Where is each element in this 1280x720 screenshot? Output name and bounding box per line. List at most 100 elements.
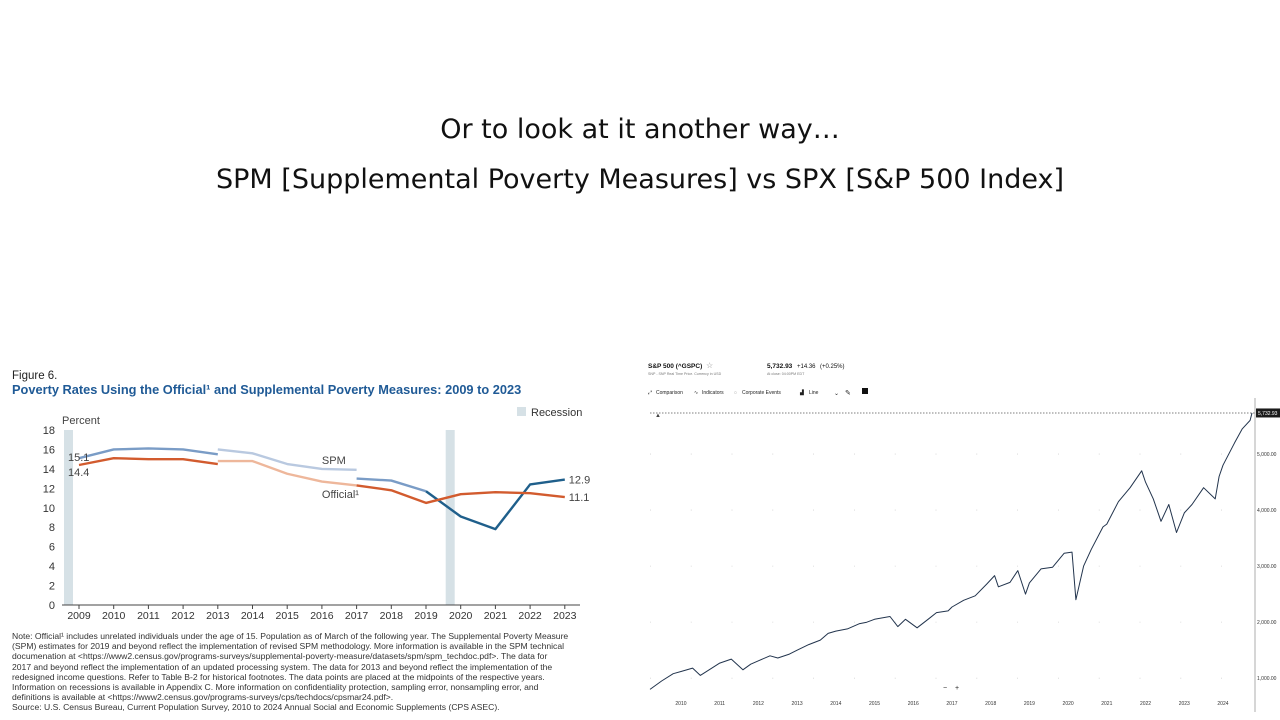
spx-change-pct: (+0.25%) (820, 364, 845, 370)
toolbar-indicators[interactable]: Indicators (702, 390, 724, 396)
chart-title: Poverty Rates Using the Official¹ and Su… (12, 382, 521, 397)
y-tick-label: 2 (49, 581, 55, 593)
x-tick-label: 2017 (345, 610, 369, 622)
y-tick-label: 2,000.00 (1257, 620, 1277, 626)
x-tick-label: 2009 (67, 610, 91, 622)
spm-series-line (425, 478, 565, 531)
spx-plot-area: 1,000.00 2,000.00 3,000.00 4,000.00 5,000.00… (649, 398, 1280, 712)
x-tick-label: 2012 (171, 610, 195, 622)
spx-subtitle: SNP - SNP Real Time Price. Currency in U… (648, 372, 722, 376)
figure-notes: Note: Official¹ includes unrelated indiv… (12, 631, 632, 713)
spx-header: S&P 500 (^GSPC) ☆ SNP - SNP Real Time Pr… (648, 361, 845, 376)
note-line: Note: Official¹ includes unrelated indiv… (12, 631, 569, 641)
x-tick-label: 2015 (276, 610, 300, 622)
spx-price-line (649, 412, 1253, 690)
spx-change: +14.36 (797, 364, 816, 370)
spm-series-line (217, 448, 357, 472)
collapse-arrow-icon[interactable]: ▲ (655, 413, 661, 419)
spm-series-line (356, 477, 427, 493)
x-tick-label: 2010 (675, 701, 686, 707)
x-tick-label: 2015 (869, 701, 880, 707)
y-tick-label: 4 (49, 561, 55, 573)
x-tick-label: 2012 (753, 701, 764, 707)
x-tick-label: 2019 (414, 610, 438, 622)
y-tick-label: 4,000.00 (1257, 508, 1277, 514)
spm-series-line (78, 447, 218, 460)
y-tick-label: 0 (49, 600, 55, 612)
zoom-in-icon[interactable]: + (955, 685, 959, 692)
x-tick-label: 2023 (553, 610, 577, 622)
x-tick-label: 2014 (241, 610, 265, 622)
x-tick-label: 2020 (1063, 701, 1074, 707)
zoom-out-icon[interactable]: − (943, 685, 947, 692)
legend-recession-swatch (517, 407, 526, 416)
recession-band (64, 430, 73, 605)
chevron-down-icon[interactable]: ⌄ (834, 391, 839, 397)
spx-title: S&P 500 (^GSPC) (648, 362, 702, 370)
x-tick-label: 2021 (1101, 701, 1112, 707)
legend-recession-label: Recession (531, 407, 582, 419)
x-tick-label: 2023 (1179, 701, 1190, 707)
slide-title-line-2: SPM [Supplemental Poverty Measures] vs S… (215, 164, 1065, 195)
slide-title-line-1: Or to look at it another way… (440, 114, 840, 145)
official-series-line (217, 459, 357, 487)
corporate-events-icon: ◌ (734, 390, 737, 396)
note-line: 2017 and beyond reflect the implementati… (12, 661, 553, 672)
toolbar-comparison[interactable]: Comparison (656, 390, 683, 396)
figure-label: Figure 6. (12, 370, 57, 382)
y-tick-label: 12 (43, 483, 55, 495)
x-tick-label: 2016 (908, 701, 919, 707)
note-line: Information on recessions is available i… (12, 682, 539, 693)
recession-band (445, 430, 455, 605)
poverty-plot-area: 0 2 4 6 8 10 12 14 16 18 2009 2010 2011 2012 2013 2014 2… (43, 425, 590, 622)
y-tick-label: 14 (43, 464, 55, 476)
current-price-label: 5,732.93 (1258, 411, 1278, 417)
x-tick-label: 2013 (206, 610, 230, 622)
spx-price: 5,732.93 (767, 363, 793, 370)
x-tick-label: 2020 (449, 610, 473, 622)
x-tick-label: 2021 (484, 610, 508, 622)
data-label: 15.1 (68, 452, 89, 464)
poverty-chart: Figure 6. Poverty Rates Using the Offici… (12, 370, 590, 622)
note-line: redesigned income questions. Refer to Ta… (12, 671, 545, 682)
data-label: 12.9 (569, 475, 590, 487)
x-tick-label: 2019 (1024, 701, 1035, 707)
toolbar-corporate-events[interactable]: Corporate Events (742, 390, 781, 396)
spx-toolbar: ⤢ Comparison ∿ Indicators ◌ Corporate Ev… (648, 388, 868, 397)
comparison-icon: ⤢ (648, 390, 652, 396)
indicators-icon: ∿ (694, 390, 698, 396)
current-price-box (1256, 408, 1280, 418)
x-tick-label: 2018 (380, 610, 404, 622)
y-tick-label: 8 (49, 522, 55, 534)
data-label: SPM (322, 455, 346, 467)
y-axis-label: Percent (62, 415, 100, 427)
official-series-line (356, 484, 565, 505)
x-tick-label: 2017 (946, 701, 957, 707)
x-tick-label: 2016 (310, 610, 334, 622)
spx-time: At close: 04:00PM EDT (767, 372, 805, 376)
note-line: documenation at <https://www2.census.gov… (12, 651, 548, 662)
y-tick-label: 3,000.00 (1257, 564, 1277, 570)
line-chart-icon: ▟ (799, 389, 804, 396)
note-line: definitions is available at <https://www… (12, 692, 394, 703)
x-tick-label: 2018 (985, 701, 996, 707)
data-label: 14.4 (68, 467, 89, 479)
y-tick-label: 6 (49, 542, 55, 554)
note-line: (SPM) estimates for 2019 and beyond refl… (12, 641, 565, 652)
fullscreen-icon[interactable] (862, 388, 868, 394)
x-tick-label: 2024 (1217, 701, 1228, 707)
y-tick-label: 18 (43, 425, 55, 437)
y-tick-label: 10 (43, 503, 55, 515)
x-tick-label: 2011 (137, 610, 160, 622)
x-tick-label: 2010 (102, 610, 126, 622)
star-icon[interactable]: ☆ (706, 361, 713, 370)
note-line: Source: U.S. Census Bureau, Current Popu… (12, 702, 500, 713)
toolbar-line[interactable]: Line (809, 390, 819, 396)
x-tick-label: 2013 (792, 701, 803, 707)
draw-icon[interactable]: ✎ (845, 390, 851, 397)
x-tick-label: 2014 (830, 701, 841, 707)
official-series-line (78, 456, 218, 467)
data-label: 11.1 (569, 492, 590, 504)
y-tick-label: 16 (43, 444, 55, 456)
data-label: Official¹ (322, 489, 359, 501)
